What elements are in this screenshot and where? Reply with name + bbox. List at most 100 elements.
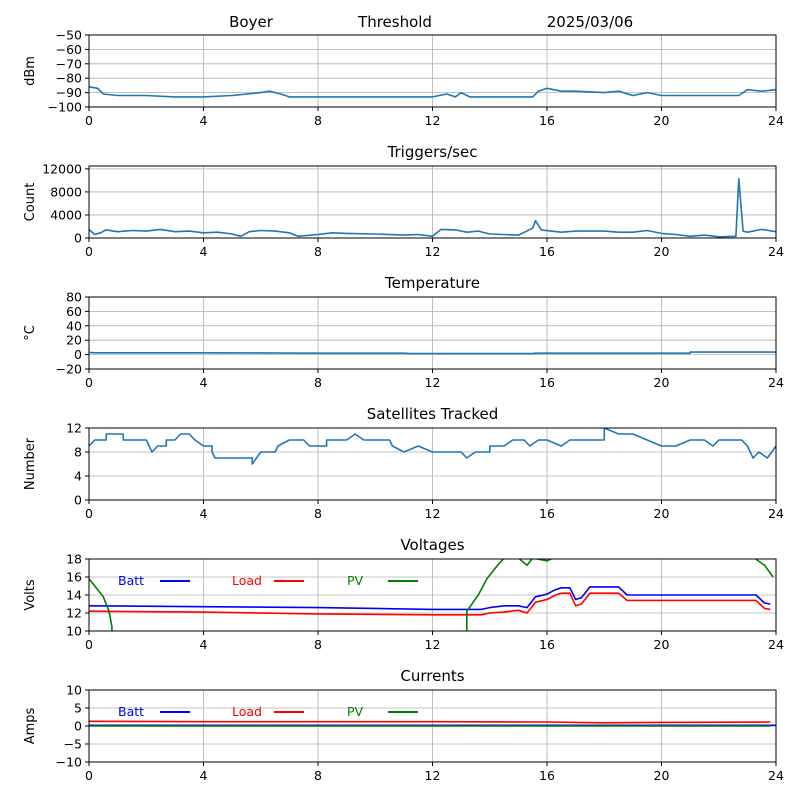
y-tick-label: −90 bbox=[56, 85, 82, 100]
x-tick-label: 12 bbox=[425, 506, 441, 521]
chart-panel-1: 0 4 8 12 16 20 24 −100−90−80−70−60−50 dBm bbox=[23, 28, 784, 129]
y-tick-label: 18 bbox=[66, 552, 82, 567]
y-tick-label: 0 bbox=[74, 231, 82, 246]
y-tick-label: 5 bbox=[74, 701, 82, 716]
header-station: Boyer bbox=[229, 13, 274, 31]
series-line-1 bbox=[89, 351, 776, 355]
y-tick-label: −60 bbox=[56, 42, 82, 57]
x-tick-label: 20 bbox=[654, 506, 670, 521]
series-line-1 bbox=[89, 177, 776, 238]
x-tick-label: 8 bbox=[314, 244, 322, 259]
series-group bbox=[89, 559, 774, 631]
legend-label-pv: PV bbox=[347, 704, 364, 719]
x-tick-label: 0 bbox=[85, 506, 93, 521]
x-tick-label: 0 bbox=[85, 375, 93, 390]
y-tick-label: 8 bbox=[74, 445, 82, 460]
series-line-pv bbox=[89, 559, 774, 631]
x-tick-label: 16 bbox=[539, 244, 555, 259]
legend-label-load: Load bbox=[232, 704, 262, 719]
x-tick-label: 0 bbox=[85, 768, 93, 783]
chart-title: Triggers/sec bbox=[387, 143, 478, 161]
legend-label-batt: Batt bbox=[118, 704, 144, 719]
y-tick-label: −5 bbox=[64, 737, 82, 752]
x-tick-label: 12 bbox=[425, 244, 441, 259]
x-tick-label: 4 bbox=[200, 506, 208, 521]
y-tick-label: 80 bbox=[66, 290, 82, 305]
y-tick-label: 12 bbox=[66, 606, 82, 621]
y-tick-label: −80 bbox=[56, 71, 82, 86]
x-tick-label: 24 bbox=[768, 768, 784, 783]
series-group bbox=[89, 177, 776, 238]
y-tick-label: 20 bbox=[66, 333, 82, 348]
y-tick-label: 16 bbox=[66, 570, 82, 585]
y-tick-label: 12 bbox=[66, 421, 82, 436]
y-axis-label: Count bbox=[23, 183, 38, 222]
y-tick-label: 10 bbox=[66, 624, 82, 639]
chart-panel-4: 0 4 8 12 16 20 24 0 4 8 12 Satellites Tracked Number bbox=[23, 405, 784, 521]
series-line-load bbox=[89, 592, 771, 616]
series-line-load bbox=[89, 720, 771, 724]
x-tick-label: 12 bbox=[425, 375, 441, 390]
y-tick-label: −20 bbox=[56, 362, 82, 377]
y-tick-label: −10 bbox=[56, 755, 82, 770]
chart-panel-6: 0 4 8 12 16 20 24 −10 −5 0 5 10 Currents Amps Batt Load… bbox=[23, 667, 784, 783]
x-tick-label: 24 bbox=[768, 113, 784, 128]
x-tick-label: 0 bbox=[85, 637, 93, 652]
legend-label-pv: PV bbox=[347, 573, 364, 588]
x-tick-label: 12 bbox=[425, 637, 441, 652]
x-tick-label: 20 bbox=[654, 113, 670, 128]
x-tick-label: 0 bbox=[85, 113, 93, 128]
y-tick-label: 8000 bbox=[50, 184, 82, 199]
y-axis-label: Volts bbox=[23, 579, 38, 611]
y-tick-label: 0 bbox=[74, 347, 82, 362]
x-tick-label: 4 bbox=[200, 637, 208, 652]
y-tick-label: 12000 bbox=[42, 161, 82, 176]
x-tick-label: 20 bbox=[654, 375, 670, 390]
x-tick-label: 16 bbox=[539, 637, 555, 652]
y-tick-label: −50 bbox=[56, 28, 82, 43]
series-group bbox=[89, 351, 776, 355]
y-tick-label: 40 bbox=[66, 318, 82, 333]
x-tick-label: 8 bbox=[314, 637, 322, 652]
y-tick-label: 10 bbox=[66, 683, 82, 698]
series-line-1 bbox=[89, 86, 776, 98]
y-axis-label: Amps bbox=[23, 707, 38, 744]
legend-label-batt: Batt bbox=[118, 573, 144, 588]
header-date: 2025/03/06 bbox=[547, 13, 633, 31]
y-tick-label: 0 bbox=[74, 719, 82, 734]
x-tick-label: 4 bbox=[200, 768, 208, 783]
x-tick-label: 8 bbox=[314, 113, 322, 128]
x-tick-label: 8 bbox=[314, 506, 322, 521]
x-tick-label: 24 bbox=[768, 506, 784, 521]
series-group bbox=[89, 720, 776, 727]
chart-title: Temperature bbox=[384, 274, 480, 292]
x-tick-label: 12 bbox=[425, 768, 441, 783]
legend-label-load: Load bbox=[232, 573, 262, 588]
series-group bbox=[89, 86, 776, 98]
x-tick-label: 24 bbox=[768, 375, 784, 390]
x-tick-label: 16 bbox=[539, 506, 555, 521]
series-line-batt bbox=[89, 586, 771, 611]
x-tick-label: 24 bbox=[768, 244, 784, 259]
chart-panel-2: 0 4 8 12 16 20 24 0 4000 8000 12000 Triggers/sec Cou… bbox=[23, 143, 784, 259]
x-tick-label: 20 bbox=[654, 244, 670, 259]
y-tick-label: −100 bbox=[48, 100, 82, 115]
series-line-1 bbox=[89, 428, 776, 465]
chart-title: Voltages bbox=[400, 536, 464, 554]
y-axis-label: Number bbox=[23, 437, 38, 490]
x-tick-label: 8 bbox=[314, 768, 322, 783]
y-tick-label: 60 bbox=[66, 304, 82, 319]
chart-title: Currents bbox=[400, 667, 464, 685]
x-tick-label: 4 bbox=[200, 375, 208, 390]
y-tick-label: 0 bbox=[74, 493, 82, 508]
chart-panel-5: 0 4 8 12 16 20 24 10 12 14 16 18 Voltages Volts Batt Lo… bbox=[23, 536, 784, 652]
x-tick-label: 20 bbox=[654, 768, 670, 783]
y-tick-label: 4000 bbox=[50, 207, 82, 222]
x-tick-label: 24 bbox=[768, 637, 784, 652]
x-tick-label: 16 bbox=[539, 768, 555, 783]
y-tick-label: 4 bbox=[74, 469, 82, 484]
x-tick-label: 8 bbox=[314, 375, 322, 390]
x-tick-label: 4 bbox=[200, 113, 208, 128]
